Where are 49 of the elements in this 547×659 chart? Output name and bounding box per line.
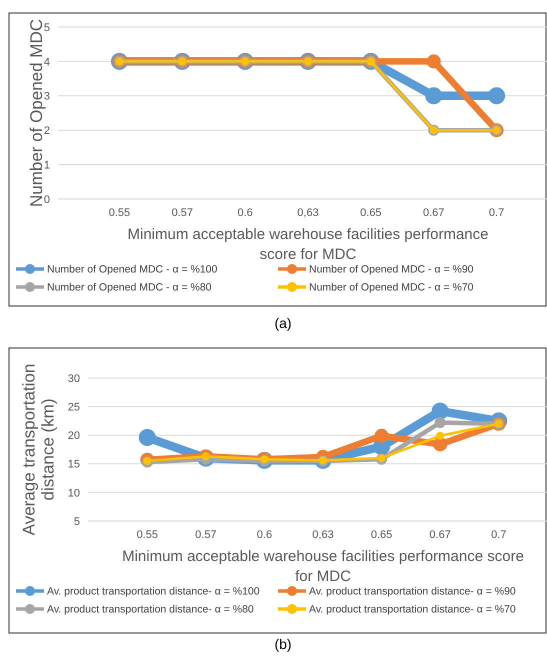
x-tick-label: 0.6 <box>237 207 253 219</box>
legend-label: Number of Opened MDC - α = %70 <box>309 282 474 294</box>
x-tick-label: 0.67 <box>429 529 451 541</box>
x-axis-title: Minimum acceptable warehouse facilities performance score for MDC <box>128 226 488 263</box>
x-tick-label: 0.57 <box>195 529 217 541</box>
x-tick-label: 0,63 <box>297 207 319 219</box>
y-tick-label: 20 <box>68 430 80 442</box>
x-tick-label: 0.65 <box>360 207 382 219</box>
legend-label: Av. product transportation distance- α = %100 <box>47 586 260 598</box>
point <box>488 87 506 104</box>
y-tick-label: 1 <box>44 159 50 172</box>
legend-label: Number of Opened MDC - α = %80 <box>47 282 212 294</box>
x-tick-label: 0.57 <box>172 207 193 219</box>
point <box>433 437 448 452</box>
y-tick-label: 5 <box>74 516 80 528</box>
y-tick-label: 5 <box>44 22 50 34</box>
y-tick-label: 4 <box>44 56 50 68</box>
y-tick-label: 2 <box>44 125 50 138</box>
x-tick-label: 0,63 <box>312 529 334 541</box>
x-tick-label: 0.7 <box>488 207 504 219</box>
point <box>434 417 446 428</box>
legend-label: Number of Opened MDC - α = %100 <box>47 264 218 276</box>
point <box>374 428 389 443</box>
point <box>426 54 441 68</box>
x-tick-label: 0.67 <box>423 207 444 219</box>
y-tick-label: 0 <box>44 194 50 206</box>
text: (b) <box>274 636 292 652</box>
text: (a) <box>274 315 292 331</box>
point <box>432 402 449 420</box>
legend-label: Av. product transportation distance- α = %80 <box>47 604 254 616</box>
y-tick-label: 3 <box>44 90 50 103</box>
legend-label: Av. product transportation distance- α = %70 <box>309 604 516 616</box>
y-tick-label: 30 <box>68 372 80 385</box>
legend-label: Number of Opened MDC - α = %90 <box>309 264 474 276</box>
y-axis-title: Average transportation distance (km) <box>19 364 58 536</box>
y-tick-label: 15 <box>68 458 80 471</box>
x-axis-title: Minimum acceptable warehouse facilities performance score for MDC <box>122 548 524 585</box>
x-tick-label: 0.7 <box>491 529 506 541</box>
point <box>425 87 442 104</box>
y-tick-label: 25 <box>68 401 80 414</box>
point <box>378 454 386 462</box>
x-tick-label: 0.65 <box>370 529 392 541</box>
x-tick-label: 0.55 <box>136 529 158 541</box>
point <box>436 432 444 440</box>
y-tick-label: 10 <box>68 487 80 500</box>
x-tick-label: 0.6 <box>256 529 272 541</box>
legend-label: Av. product transportation distance- α = %90 <box>309 586 516 598</box>
x-tick-label: 0.55 <box>108 207 130 219</box>
point <box>138 428 156 446</box>
